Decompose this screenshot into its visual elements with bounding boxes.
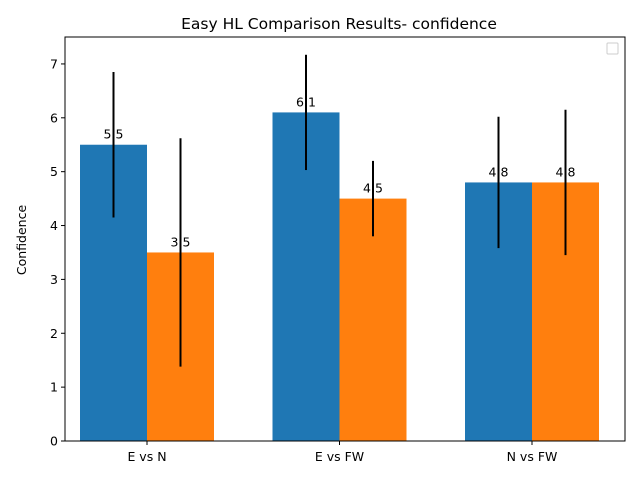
y-tick-label-6: 6: [50, 110, 58, 125]
y-tick-label-0: 0: [50, 434, 58, 449]
data-label-series1-2: 4.8: [489, 164, 509, 179]
y-axis-label: Confidence: [14, 205, 29, 276]
bar-series2-1: [339, 198, 407, 441]
y-tick-label-5: 5: [50, 164, 58, 179]
data-label-series2-2: 4.8: [556, 164, 576, 179]
y-tick-label-7: 7: [50, 56, 58, 71]
x-tick-label-0: E vs N: [127, 449, 166, 464]
data-label-series2-1: 4.5: [363, 181, 383, 196]
plot-area: 5.5 6.1 4.8 3.5 4.5 4.8 0 1 2 3 4 5 6 7 E vs N E vs FW N…: [50, 36, 626, 464]
x-tick-label-1: E vs FW: [315, 449, 364, 464]
axes-frame: [64, 36, 626, 442]
y-tick-label-1: 1: [50, 380, 58, 395]
x-tick-label-2: N vs FW: [507, 449, 558, 464]
legend-box: [606, 42, 619, 55]
data-label-series1-1: 6.1: [296, 94, 316, 109]
chart-title: Easy HL Comparison Results- confidence: [181, 15, 497, 33]
data-label-series1-0: 5.5: [104, 127, 124, 142]
y-tick-label-3: 3: [50, 272, 58, 287]
data-label-series2-0: 3.5: [171, 234, 191, 249]
y-tick-label-4: 4: [50, 218, 58, 233]
y-tick-label-2: 2: [50, 326, 58, 341]
